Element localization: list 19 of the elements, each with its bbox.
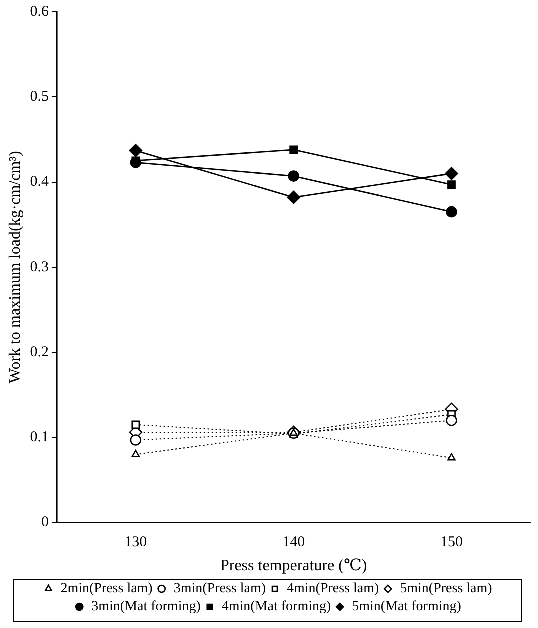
legend-label: 5min(Mat forming): [352, 600, 462, 615]
y-tick-label: 0.4: [30, 174, 50, 190]
y-tick-label: 0.6: [30, 4, 50, 20]
legend-label: 3min(Mat forming): [92, 600, 202, 615]
y-tick-label: 0.2: [30, 344, 49, 360]
y-tick-label: 0.5: [30, 89, 49, 106]
x-tick-label: 130: [124, 534, 148, 551]
legend-label: 5min(Press lam): [400, 582, 493, 597]
y-axis-title: Work to maximum load(kg·cm/cm³): [6, 151, 24, 384]
y-tick-label: 0.3: [30, 259, 49, 276]
y-tick-label: 0: [41, 514, 49, 531]
legend-label: 2min(Press lam): [60, 582, 154, 597]
legend-label: 4min(Press lam): [287, 582, 380, 597]
x-axis-title: Press temperature (℃): [220, 558, 368, 575]
legend-label: 3min(Press lam): [174, 582, 266, 597]
x-tick-label: 150: [440, 534, 463, 551]
y-tick-label: 0.1: [30, 430, 49, 446]
legend-label: 4min(Mat forming): [222, 600, 332, 615]
x-tick-label: 140: [282, 534, 306, 551]
